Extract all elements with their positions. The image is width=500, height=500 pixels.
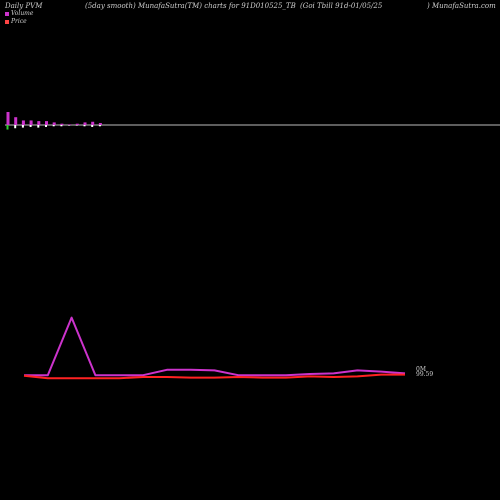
smoothed-lines <box>23 316 406 380</box>
volume-bar <box>52 122 56 125</box>
price-bar <box>52 125 55 127</box>
legend-price: Price <box>5 18 27 25</box>
legend-price-label: Price <box>11 18 27 25</box>
volume-bar <box>91 121 95 125</box>
price-swatch <box>5 19 9 24</box>
chart-type-label: Daily PVM <box>5 2 43 10</box>
price-bar <box>6 125 9 130</box>
volume-line <box>24 316 406 377</box>
volume-bar <box>83 122 87 125</box>
volume-bar <box>6 112 10 125</box>
volume-bar <box>14 117 18 125</box>
volume-bar <box>75 123 79 125</box>
price-bar <box>21 125 24 128</box>
volume-bar <box>68 124 72 125</box>
legend-volume: Volume <box>5 10 33 17</box>
price-bar <box>98 125 101 127</box>
volume-bar <box>21 120 25 125</box>
chart-title: (5day smooth) MunafaSutra(TM) charts for… <box>85 2 296 10</box>
instrument-name: (Goi Tbill 91d-01/05/25 <box>300 2 383 10</box>
brand-label: ) MunafaSutra.com <box>427 2 496 10</box>
volume-bar <box>37 121 41 125</box>
legend-volume-label: Volume <box>11 10 34 17</box>
price-line <box>23 373 405 380</box>
end-label-volume: 0M <box>416 366 426 373</box>
price-bar <box>60 125 63 127</box>
volume-bars <box>6 112 102 130</box>
price-bar <box>68 125 71 126</box>
end-label-price: 99.59 <box>416 371 433 378</box>
price-bar <box>91 125 94 127</box>
volume-bar <box>45 121 48 125</box>
price-bar <box>75 125 78 126</box>
price-bar <box>14 125 17 129</box>
price-bar <box>45 125 47 127</box>
volume-bar <box>98 123 102 125</box>
price-bar <box>37 125 40 128</box>
volume-swatch <box>5 11 9 16</box>
price-bar <box>83 125 86 127</box>
price-bar <box>29 125 32 127</box>
volume-bar <box>60 123 64 125</box>
volume-bar <box>29 120 33 125</box>
